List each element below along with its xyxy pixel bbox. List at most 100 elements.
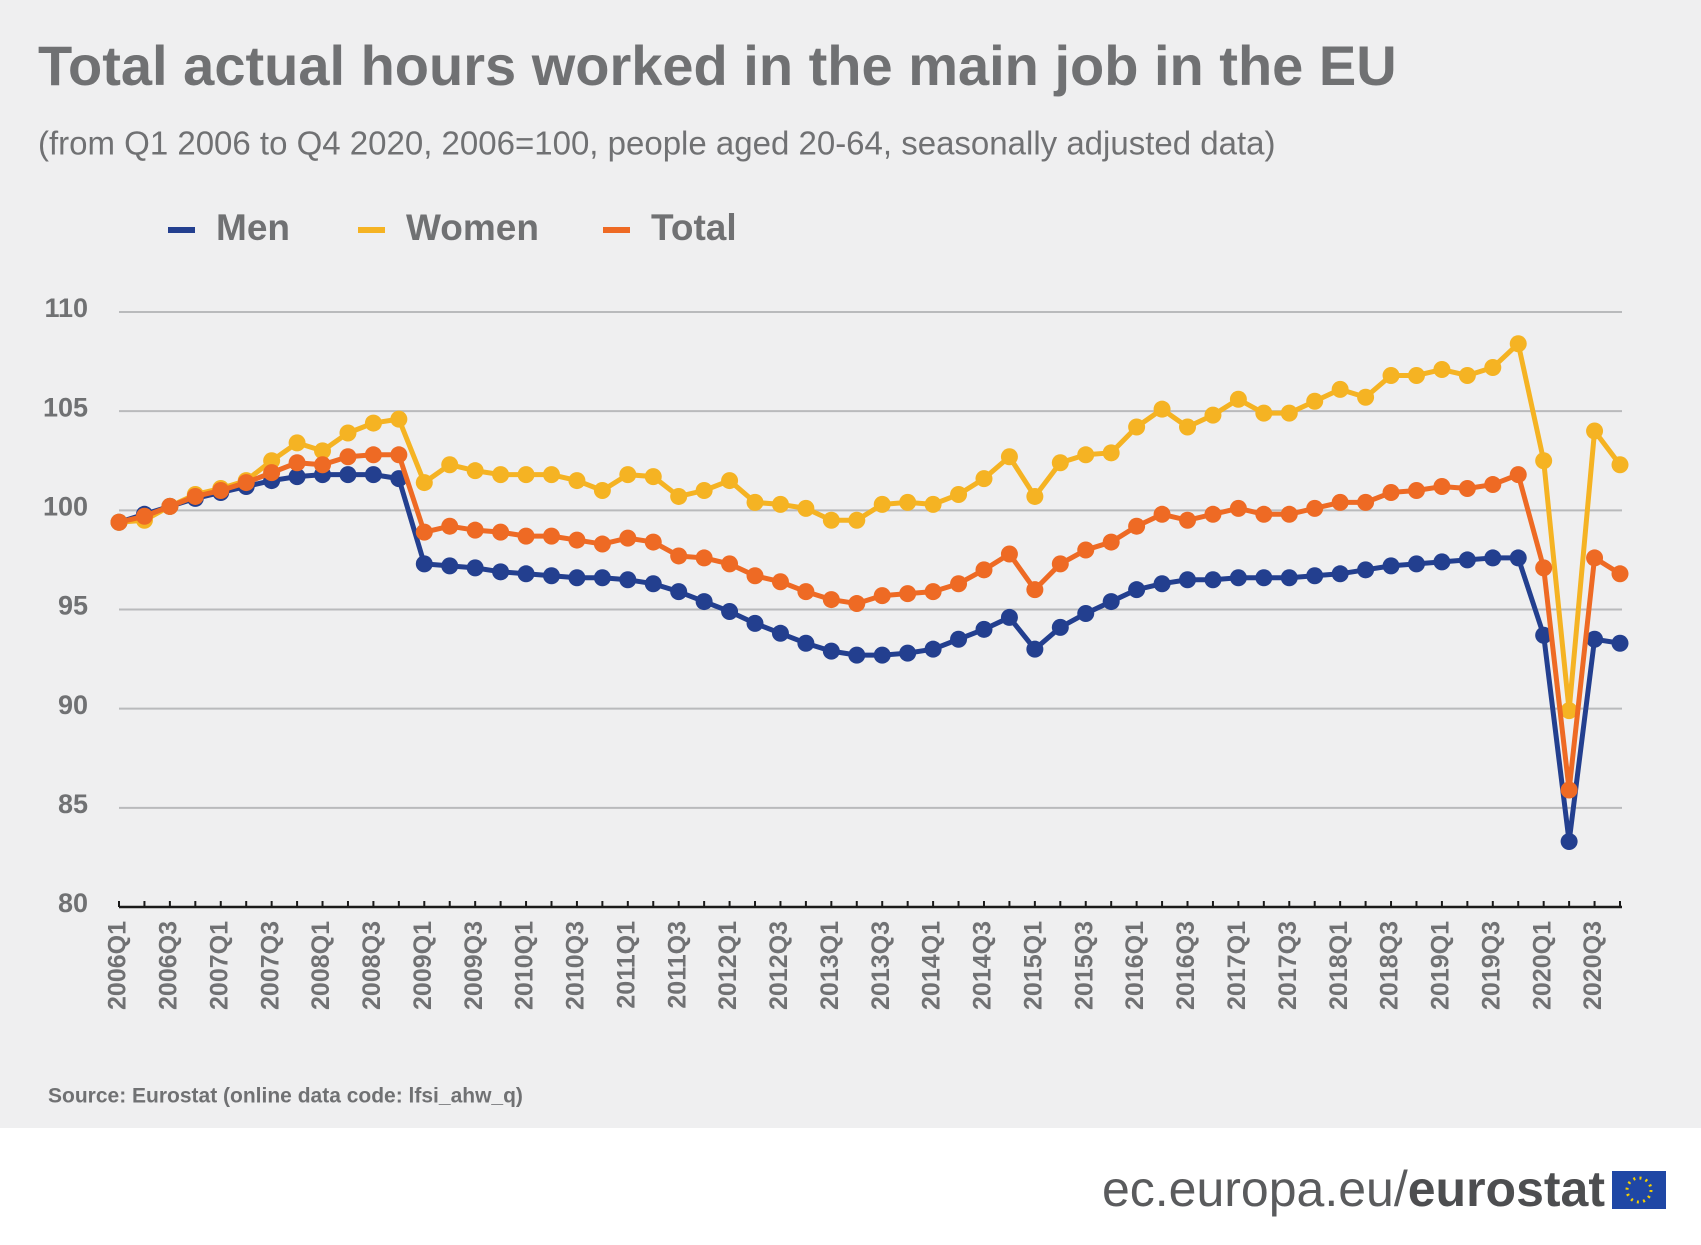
- x-tick-label: 2009Q1: [409, 921, 437, 1010]
- legend-label: Total: [651, 207, 737, 248]
- x-tick-label: 2006Q3: [154, 921, 182, 1010]
- data-point: [822, 591, 840, 609]
- data-point: [1560, 833, 1578, 851]
- y-tick-label: 95: [58, 591, 88, 621]
- data-point: [1433, 478, 1451, 496]
- data-point: [644, 533, 662, 551]
- x-tick-label: 2006Q1: [104, 921, 132, 1010]
- x-tick-label: 2013Q3: [867, 921, 895, 1010]
- data-point: [263, 464, 281, 482]
- data-point: [161, 497, 179, 515]
- data-point: [746, 493, 764, 511]
- data-point: [1153, 575, 1171, 593]
- data-point: [1204, 406, 1222, 424]
- data-point: [1000, 545, 1018, 563]
- data-point: [415, 523, 433, 541]
- eu-flag: [1612, 1171, 1666, 1209]
- data-point: [950, 485, 968, 503]
- data-point: [1255, 505, 1273, 523]
- data-point: [1128, 581, 1146, 599]
- data-point: [568, 569, 586, 587]
- data-point: [899, 644, 917, 662]
- data-point: [644, 468, 662, 486]
- x-tick-label: 2016Q1: [1121, 921, 1149, 1010]
- data-point: [771, 624, 789, 642]
- data-point: [1586, 630, 1604, 648]
- x-tick-label: 2017Q3: [1274, 921, 1302, 1010]
- data-point: [1204, 505, 1222, 523]
- x-tick-label: 2012Q3: [765, 921, 793, 1010]
- data-point: [1077, 541, 1095, 559]
- x-tick-label: 2019Q3: [1477, 921, 1505, 1010]
- data-point: [517, 565, 535, 583]
- data-point: [1382, 366, 1400, 384]
- data-point: [771, 495, 789, 513]
- data-point: [1382, 557, 1400, 575]
- data-point: [1331, 493, 1349, 511]
- data-point: [441, 456, 459, 474]
- data-point: [975, 620, 993, 638]
- data-point: [1229, 390, 1247, 408]
- data-point: [1611, 456, 1629, 474]
- data-point: [746, 614, 764, 632]
- data-point: [517, 527, 535, 545]
- data-point: [288, 434, 306, 452]
- data-point: [466, 559, 484, 577]
- data-point: [1509, 549, 1527, 567]
- data-point: [339, 448, 357, 466]
- x-tick-label: 2014Q3: [969, 921, 997, 1010]
- data-point: [568, 472, 586, 490]
- data-point: [542, 466, 560, 484]
- chart-subtitle: (from Q1 2006 to Q4 2020, 2006=100, peop…: [38, 125, 1275, 162]
- footer-site: ec.europa.eu/: [1102, 1161, 1408, 1217]
- data-point: [797, 583, 815, 601]
- legend-label: Women: [406, 207, 539, 248]
- y-tick-label: 110: [44, 293, 88, 323]
- data-point: [1484, 476, 1502, 494]
- series: [110, 446, 1629, 799]
- footer-link: ec.europa.eu/eurostat: [1102, 1161, 1605, 1217]
- data-point: [797, 499, 815, 517]
- data-point: [593, 482, 611, 499]
- data-point: [1102, 533, 1120, 551]
- data-point: [288, 468, 306, 486]
- y-tick-label: 80: [58, 888, 88, 918]
- data-point: [542, 527, 560, 545]
- data-point: [492, 523, 510, 541]
- data-point: [1102, 593, 1120, 611]
- data-point: [364, 466, 382, 484]
- y-tick-label: 90: [58, 690, 88, 720]
- data-point: [593, 569, 611, 587]
- data-point: [1433, 361, 1451, 379]
- footer: ec.europa.eu/eurostat: [1102, 1161, 1666, 1217]
- x-tick-label: 2020Q1: [1528, 921, 1556, 1010]
- data-point: [415, 474, 433, 492]
- data-point: [288, 454, 306, 472]
- y-tick-label: 105: [43, 392, 88, 422]
- data-point: [873, 587, 891, 605]
- data-point: [1179, 511, 1197, 529]
- data-point: [1051, 454, 1069, 472]
- data-point: [1051, 555, 1069, 573]
- data-point: [1153, 400, 1171, 418]
- data-point: [975, 470, 993, 488]
- data-point: [542, 567, 560, 585]
- data-point: [1280, 569, 1298, 587]
- data-point: [135, 507, 153, 525]
- data-point: [593, 535, 611, 553]
- x-tick-label: 2020Q3: [1579, 921, 1607, 1010]
- data-point: [1128, 418, 1146, 436]
- x-tick-label: 2015Q3: [1070, 921, 1098, 1010]
- x-tick-label: 2010Q1: [511, 921, 539, 1010]
- y-tick-label: 85: [58, 789, 88, 819]
- data-point: [619, 571, 637, 589]
- data-point: [1331, 380, 1349, 398]
- plot-area: 80 85 90 95 100 105 110 2006Q1 2006Q3 2007Q1 2007Q…: [43, 207, 1629, 1010]
- x-tick-label: 2010Q3: [562, 921, 590, 1010]
- data-point: [1255, 404, 1273, 422]
- data-point: [237, 474, 255, 492]
- data-point: [415, 555, 433, 573]
- data-point: [1051, 618, 1069, 636]
- data-point: [670, 583, 688, 601]
- data-point: [364, 446, 382, 464]
